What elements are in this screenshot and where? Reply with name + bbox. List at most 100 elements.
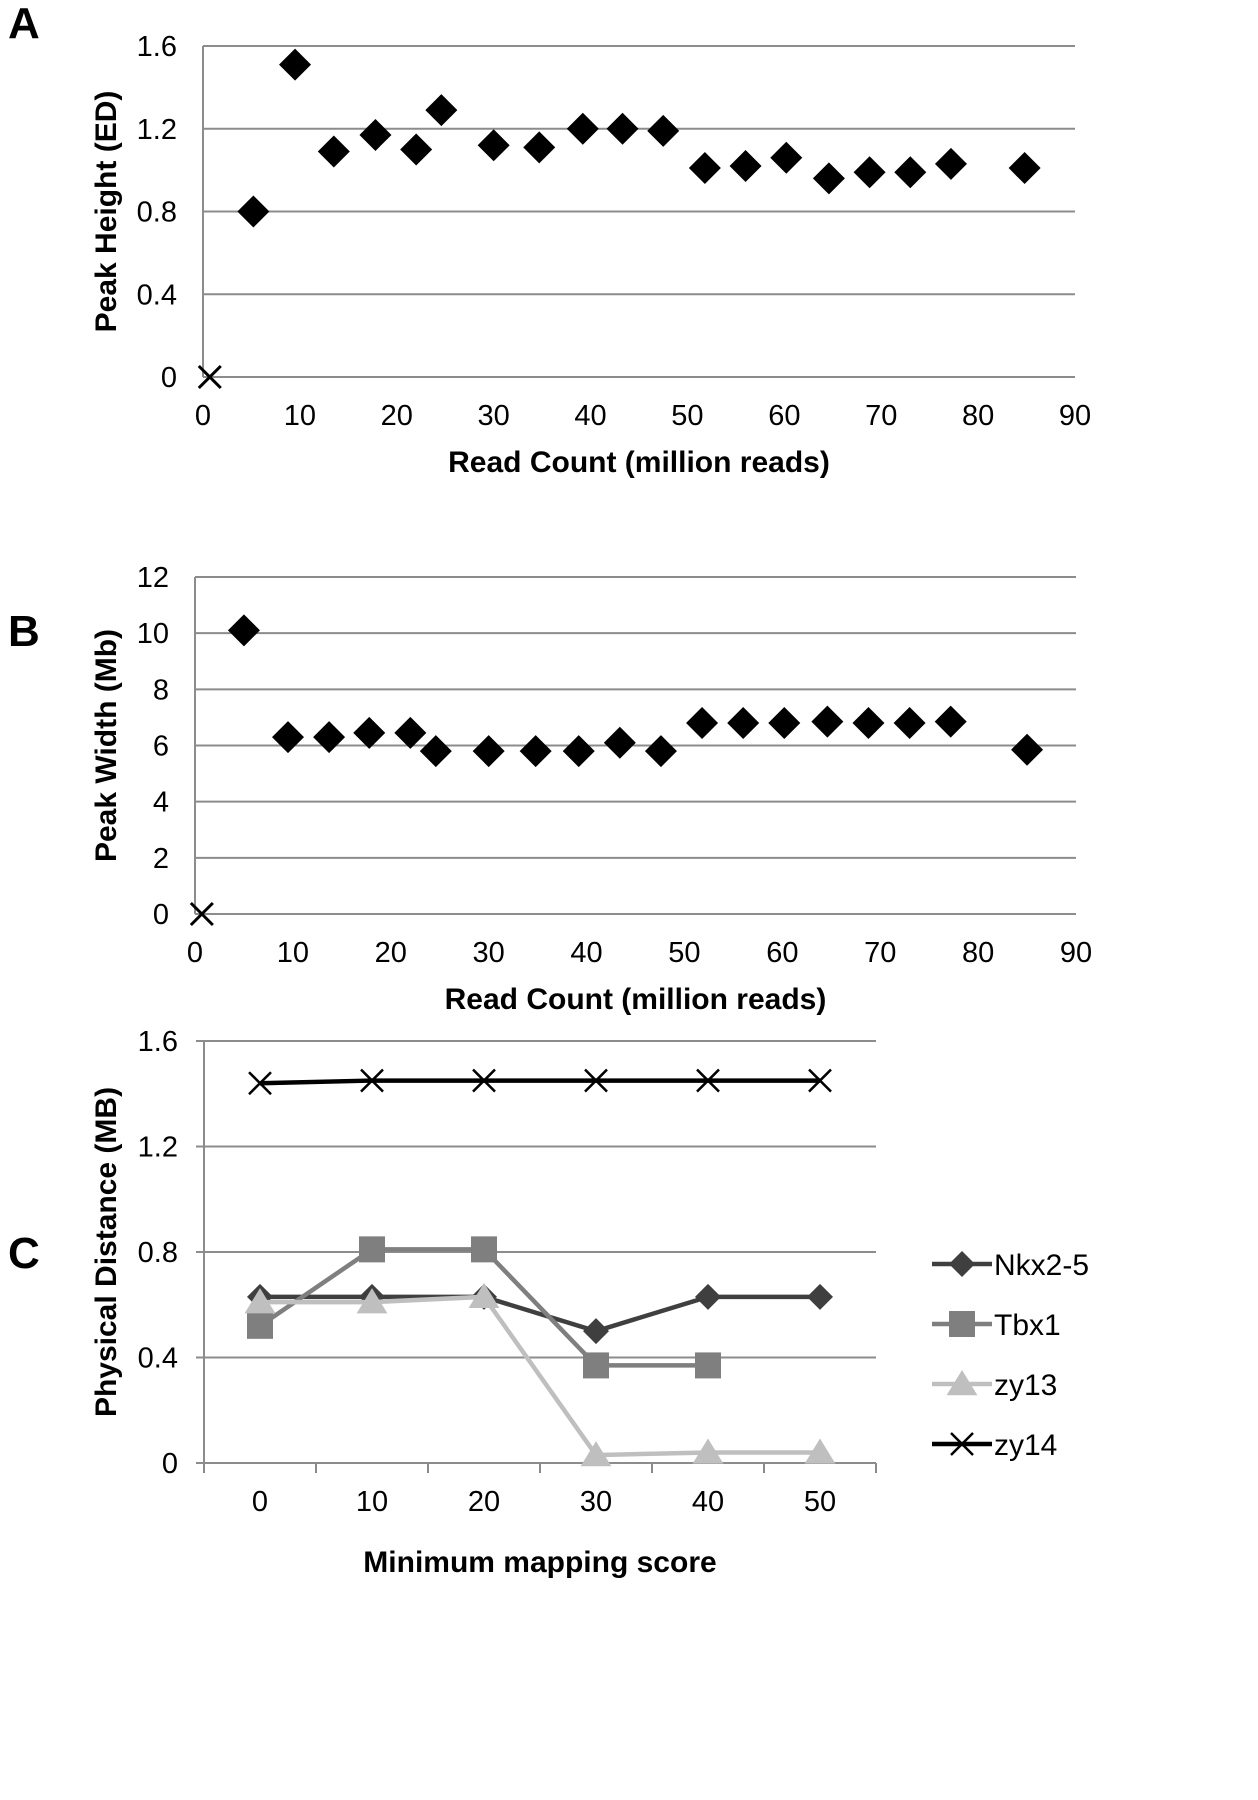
data-point xyxy=(603,726,636,759)
y-tick-label: 12 xyxy=(137,562,169,594)
x-axis-title: Read Count (million reads) xyxy=(445,983,827,1016)
y-tick-label: 2 xyxy=(153,843,169,875)
chart-panel-b: 0 2 4 6 8 10 12 0 10 20 30 40 50 60 70 80 90 Read Count (… xyxy=(90,562,1092,1016)
data-point xyxy=(606,112,639,145)
data-point xyxy=(359,1236,385,1263)
data-point xyxy=(893,707,926,740)
data-point xyxy=(566,112,599,145)
data-point xyxy=(770,141,803,174)
y-tick-label: 0.8 xyxy=(138,1237,178,1269)
x-tick-label: 10 xyxy=(284,400,316,432)
data-point xyxy=(688,152,721,185)
data-point xyxy=(1011,733,1044,766)
y-tick-label: 0.4 xyxy=(138,1343,178,1375)
x-tick-label: 0 xyxy=(187,937,203,969)
series-line xyxy=(260,1294,820,1334)
origin-x-marker xyxy=(189,901,214,927)
data-point xyxy=(359,118,392,151)
data-point xyxy=(647,114,680,147)
x-tick-label: 20 xyxy=(468,1486,500,1518)
data-point xyxy=(419,735,452,768)
data-point xyxy=(808,1068,832,1093)
y-tick-label: 0 xyxy=(153,899,169,931)
x-tick-label: 0 xyxy=(195,400,211,432)
data-point xyxy=(644,735,677,768)
x-tick-label: 30 xyxy=(473,937,505,969)
y-tick-label: 0 xyxy=(161,362,177,394)
panel-b-label: B xyxy=(8,607,40,656)
data-point-stroke-2 xyxy=(248,1071,272,1096)
legend-marker-stroke-2 xyxy=(950,1432,974,1456)
data-point xyxy=(472,735,505,768)
x-tick-label: 20 xyxy=(375,937,407,969)
series-line xyxy=(260,1294,820,1458)
x-tick-label: 40 xyxy=(570,937,602,969)
y-axis-title: Peak Width (Mb) xyxy=(90,629,123,862)
x-tick-label: 90 xyxy=(1060,937,1092,969)
y-tick-label: 1.6 xyxy=(137,31,177,63)
panel-a-label: A xyxy=(8,0,40,48)
y-tick-label: 0.8 xyxy=(137,197,177,229)
data-point xyxy=(812,162,845,195)
y-tick-label: 1.6 xyxy=(138,1026,178,1058)
series-zy13 xyxy=(244,1282,836,1467)
y-tick-label: 1.2 xyxy=(137,114,177,146)
data-point-stroke-2 xyxy=(472,1068,496,1093)
series-nkx2-5 xyxy=(247,1283,833,1345)
x-tick-label: 50 xyxy=(671,400,703,432)
data-point xyxy=(583,1352,609,1379)
data-point xyxy=(400,133,433,166)
x-tick-label: 80 xyxy=(962,937,994,969)
data-point xyxy=(227,614,260,647)
data-point xyxy=(356,1288,388,1314)
chart-panel-c: 0 0.4 0.8 1.2 1.6 0 10 20 30 40 50 Minimum mapping … xyxy=(90,1026,1089,1579)
data-point xyxy=(727,707,760,740)
x-tick-label: 40 xyxy=(692,1486,724,1518)
legend-marker xyxy=(949,1311,975,1337)
x-tick-label: 30 xyxy=(478,400,510,432)
legend-label: Tbx1 xyxy=(994,1309,1061,1342)
legend-label: zy14 xyxy=(994,1429,1057,1462)
legend-item-tbx1: Tbx1 xyxy=(932,1309,1061,1342)
x-tick-label: 20 xyxy=(381,400,413,432)
x-tick-label: 10 xyxy=(356,1486,388,1518)
data-point xyxy=(696,1068,720,1093)
data-point xyxy=(686,707,719,740)
origin-x-marker-stroke-2 xyxy=(197,364,222,390)
legend-marker xyxy=(950,1432,974,1456)
y-tick-label: 0 xyxy=(162,1448,178,1480)
data-point xyxy=(852,707,885,740)
legend-item-nkx2-5: Nkx2-5 xyxy=(932,1249,1089,1282)
data-point xyxy=(477,129,510,162)
legend-label: Nkx2-5 xyxy=(994,1249,1089,1282)
data-point xyxy=(562,735,595,768)
data-point xyxy=(248,1071,272,1096)
data-point xyxy=(853,156,886,189)
x-tick-label: 60 xyxy=(766,937,798,969)
data-point xyxy=(934,147,967,180)
data-point xyxy=(471,1236,497,1263)
data-point xyxy=(811,705,844,738)
y-tick-label: 10 xyxy=(137,618,169,650)
data-point xyxy=(271,721,304,754)
series-line xyxy=(259,1078,820,1086)
y-tick-label: 6 xyxy=(153,731,169,763)
data-point xyxy=(523,131,556,164)
origin-x-marker-stroke-2 xyxy=(189,901,214,927)
data-point xyxy=(934,705,967,738)
x-tick-label: 70 xyxy=(865,400,897,432)
data-point xyxy=(519,735,552,768)
data-point xyxy=(1008,152,1041,185)
x-tick-label: 50 xyxy=(668,937,700,969)
data-point xyxy=(468,1282,500,1309)
data-point xyxy=(807,1283,833,1310)
x-tick-label: 60 xyxy=(768,400,800,432)
y-tick-label: 4 xyxy=(153,787,169,819)
x-tick-label: 0 xyxy=(252,1486,268,1518)
data-point-stroke-2 xyxy=(696,1068,720,1093)
data-point xyxy=(279,48,312,81)
x-tick-label: 30 xyxy=(580,1486,612,1518)
data-point xyxy=(247,1312,273,1339)
x-axis-title: Read Count (million reads) xyxy=(448,446,830,479)
